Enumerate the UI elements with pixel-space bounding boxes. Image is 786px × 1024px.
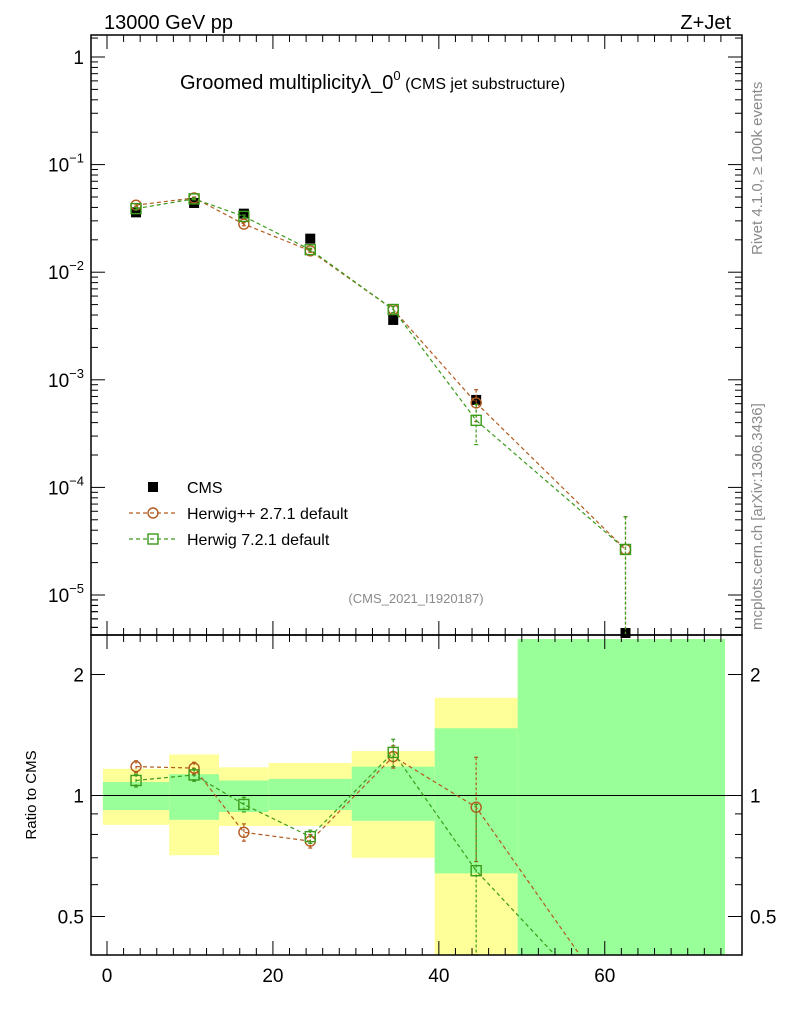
ratio-ytick-label-left: 2	[73, 666, 84, 687]
ratio-ytick-label-left: 0.5	[58, 908, 84, 929]
cms-data-point	[388, 314, 399, 325]
axis-ticks: 1 10−1 10−2 10−3 10−4 10−5 0 20 40 60 0.5 0.5 1 1 2 2	[48, 35, 776, 987]
rivet-label: Rivet 4.1.0, ≥ 100k events	[749, 82, 766, 255]
ratio-uncertainty-bands	[102, 639, 726, 955]
ratio-ytick-label-right: 2	[750, 666, 761, 687]
plot-title-main: Groomed multiplicityλ_0	[180, 72, 393, 94]
herwig7-ratio-point	[470, 865, 482, 877]
herwigpp-ratio-point	[238, 826, 250, 838]
main-ytick-label: 10−3	[48, 366, 84, 392]
ratio-series-layer	[130, 738, 581, 956]
main-ytick-label: 10−1	[48, 151, 84, 177]
ratio-band-green	[268, 778, 352, 811]
ratio-band-green	[218, 780, 269, 812]
legend-herwigpp-marker	[147, 507, 159, 519]
herwig7-point	[470, 414, 482, 427]
ratio-band-green	[517, 639, 726, 955]
ratio-xtick-label: 0	[102, 966, 113, 987]
header-left-label: 13000 GeV pp	[104, 12, 233, 34]
ratio-band-green	[351, 766, 435, 821]
legend-cms-marker	[148, 482, 158, 492]
cms-data-point	[238, 208, 249, 219]
herwig7-point	[619, 543, 632, 556]
cms-data-point	[305, 233, 316, 244]
ratio-ylabel: Ratio to CMS	[23, 750, 40, 839]
ratio-xtick-label: 60	[594, 966, 615, 987]
mcplots-label: mcplots.cern.ch [arXiv:1306.3436]	[749, 403, 766, 630]
main-ytick-label: 10−5	[48, 581, 84, 607]
main-ytick-label: 10−4	[48, 473, 84, 499]
main-ytick-label: 1	[73, 48, 84, 69]
ratio-xtick-label: 40	[428, 966, 449, 987]
herwig7-ratio-point	[238, 798, 250, 811]
header-right-label: Z+Jet	[680, 12, 731, 34]
herwigpp-ratio-point	[130, 760, 142, 773]
herwig7-point	[188, 193, 200, 205]
ratio-ytick-label-right: 1	[750, 787, 761, 808]
cms-data-point	[131, 207, 142, 218]
herwig7-ratio-point	[304, 830, 316, 843]
ratio-ytick-label-left: 1	[73, 787, 84, 808]
herwigpp-point	[470, 397, 482, 409]
analysis-id-label: (CMS_2021_I1920187)	[348, 591, 483, 606]
herwig7-ratio-point	[130, 774, 142, 787]
plot-title-sup: 0	[393, 68, 400, 83]
herwig7-point	[238, 210, 250, 223]
plot-title: Groomed multiplicityλ_00 (CMS jet substr…	[180, 68, 565, 94]
herwig7-point	[304, 243, 316, 256]
main-series-layer	[130, 192, 632, 638]
herwig7-point	[130, 202, 142, 215]
ratio-ytick-label-right: 0.5	[750, 908, 776, 929]
legend-label: Herwig 7.2.1 default	[187, 532, 330, 549]
legend: CMS Herwig++ 2.7.1 default Herwig 7.2.1 de…	[129, 480, 349, 549]
legend-herwig7-marker	[147, 533, 159, 545]
main-ytick-label: 10−2	[48, 258, 84, 284]
herwigpp-point	[238, 218, 250, 230]
plot-title-sub: (CMS jet substructure)	[401, 76, 565, 93]
herwigpp-ratio-point	[188, 762, 200, 774]
ratio-xtick-label: 20	[262, 966, 283, 987]
herwig7-ratio-point	[188, 769, 200, 781]
legend-label: CMS	[187, 480, 223, 497]
herwig7-ratio-point	[387, 746, 399, 759]
herwig7-point	[387, 303, 399, 316]
legend-label: Herwig++ 2.7.1 default	[187, 506, 349, 523]
